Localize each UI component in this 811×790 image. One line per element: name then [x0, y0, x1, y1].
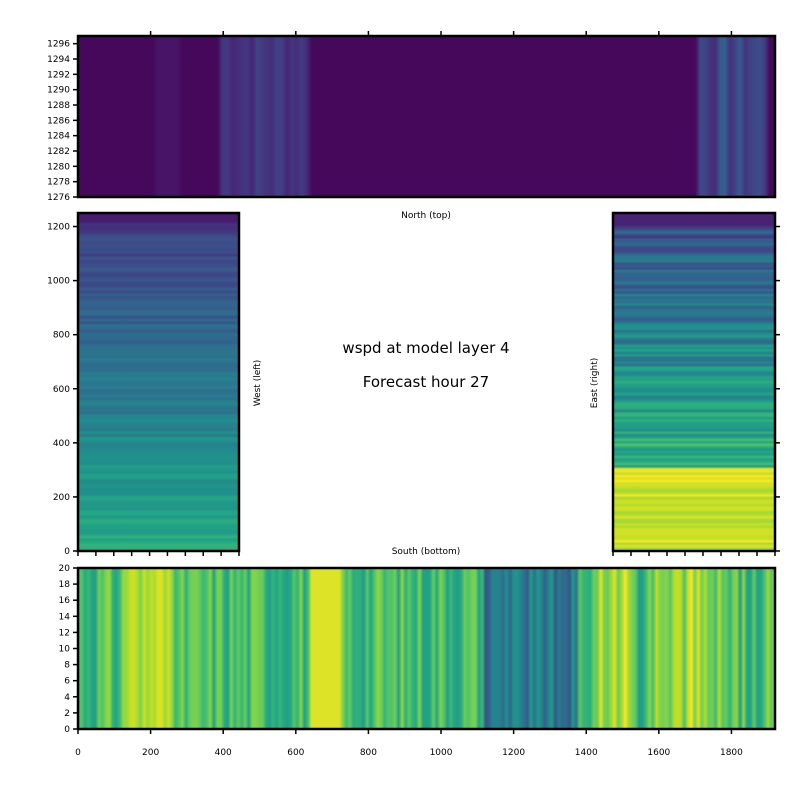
west-y-tick-label: 1000 [47, 277, 70, 287]
south-x-tick-label: 1200 [502, 748, 525, 758]
north-y-ticks: 1276 1278 1280 1282 1284 1286 1288 1290 1292 1294… [47, 40, 78, 203]
east-y-ticks [775, 225, 780, 552]
south-y-tick-label: 8 [64, 661, 70, 671]
south-y-tick-label: 6 [64, 677, 70, 687]
north-y-tick-label: 1280 [47, 162, 70, 172]
north-heatmap [78, 36, 775, 197]
south-panel: 0 2 4 6 8 10 12 14 16 18 20 0 200 400 600 800 1000 1200 1… [59, 564, 777, 758]
west-y-tick-label: 0 [64, 547, 70, 557]
south-y-tick-label: 10 [59, 645, 71, 655]
north-y-tick-label: 1296 [47, 40, 70, 50]
west-y-tick-label: 1200 [47, 223, 70, 233]
north-panel-label: North (top) [401, 211, 451, 221]
east-x-ticks [612, 551, 776, 556]
north-y-tick-label: 1282 [47, 147, 70, 157]
north-panel: 1276 1278 1280 1282 1284 1286 1288 1290 1292 1294… [47, 31, 777, 221]
west-y-tick-label: 200 [53, 493, 70, 503]
center-title-block: wspd at model layer 4 Forecast hour 27 [342, 339, 509, 391]
west-y-tick-label: 600 [53, 385, 70, 395]
north-y-tick-label: 1276 [47, 193, 70, 203]
south-y-tick-label: 0 [64, 725, 70, 735]
south-y-ticks: 0 2 4 6 8 10 12 14 16 18 20 [59, 564, 78, 735]
south-x-tick-label: 400 [215, 748, 232, 758]
south-x-tick-label: 1600 [647, 748, 670, 758]
title-line-2: Forecast hour 27 [363, 373, 489, 391]
south-y-tick-label: 16 [59, 596, 71, 606]
east-panel: East (right) [590, 211, 780, 556]
north-x-ticks [149, 31, 733, 36]
south-heatmap [78, 568, 775, 729]
north-y-tick-label: 1294 [47, 55, 70, 65]
south-x-ticks: 0 200 400 600 800 1000 1200 1400 1600 1800 [75, 729, 743, 758]
west-panel: 0 200 400 600 800 1000 1200 West (left) [47, 211, 263, 557]
south-x-tick-label: 1800 [720, 748, 743, 758]
south-y-tick-label: 4 [64, 693, 70, 703]
west-frame [76, 211, 241, 553]
north-y-tick-label: 1288 [47, 101, 70, 111]
south-x-tick-label: 0 [75, 748, 81, 758]
south-x-tick-label: 600 [287, 748, 304, 758]
south-x-tick-label: 800 [360, 748, 377, 758]
south-x-tick-label: 1000 [430, 748, 453, 758]
east-panel-label: East (right) [590, 358, 600, 408]
east-heatmap [613, 213, 775, 551]
south-y-tick-label: 14 [59, 612, 71, 622]
north-y-tick-label: 1278 [47, 178, 70, 188]
south-y-tick-label: 12 [59, 628, 70, 638]
west-heatmap [78, 213, 239, 551]
east-frame [611, 211, 777, 553]
south-x-tick-label: 1400 [575, 748, 598, 758]
north-y-tick-label: 1292 [47, 70, 70, 80]
title-line-1: wspd at model layer 4 [342, 339, 509, 357]
south-y-tick-label: 2 [64, 709, 70, 719]
west-y-tick-label: 800 [53, 331, 70, 341]
west-y-ticks: 0 200 400 600 800 1000 1200 [47, 223, 78, 557]
north-y-tick-label: 1286 [47, 116, 70, 126]
west-y-tick-label: 400 [53, 439, 70, 449]
north-y-tick-label: 1290 [47, 86, 70, 96]
south-x-tick-label: 200 [142, 748, 159, 758]
south-panel-label: South (bottom) [392, 547, 461, 557]
south-y-tick-label: 20 [59, 564, 71, 574]
west-x-ticks [77, 551, 240, 556]
north-y-tick-label: 1284 [47, 132, 70, 142]
north-frame [76, 34, 777, 199]
west-panel-label: West (left) [253, 360, 263, 407]
south-y-tick-label: 18 [59, 580, 71, 590]
